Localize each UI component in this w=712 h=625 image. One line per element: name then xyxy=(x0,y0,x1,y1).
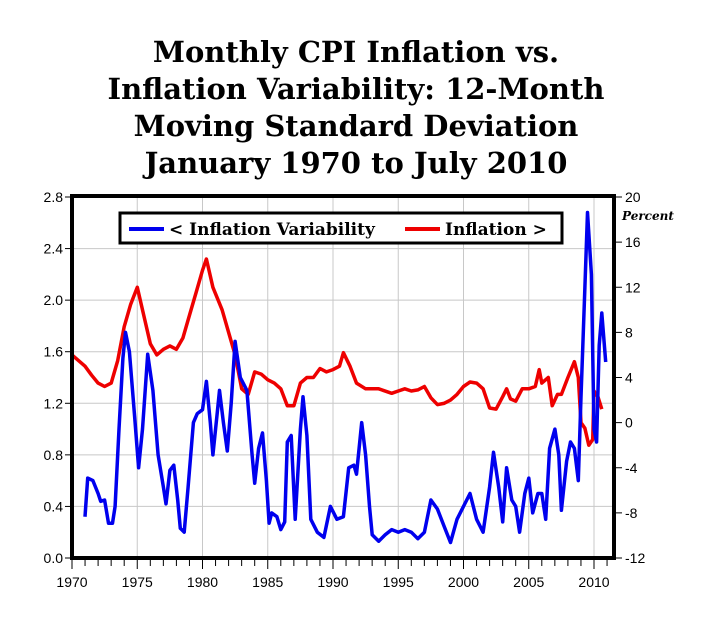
x-tick-label: 2005 xyxy=(513,574,544,590)
chart-title-line: Monthly CPI Inflation vs. xyxy=(152,35,560,69)
plot-frame xyxy=(70,194,616,560)
x-tick-label: 1980 xyxy=(187,574,218,590)
y-left-tick-label: 0.0 xyxy=(44,550,64,566)
legend-label-inflation: Inflation > xyxy=(445,220,547,240)
grid xyxy=(72,197,614,558)
x-tick-label: 1970 xyxy=(56,574,87,590)
legend-label-variability: < Inflation Variability xyxy=(169,220,376,240)
right-axis-label: Percent xyxy=(621,209,674,223)
series-line-inflation xyxy=(70,257,604,447)
y-right-tick-label: -12 xyxy=(625,550,645,566)
y-left-tick-label: 1.6 xyxy=(44,344,64,360)
y-right-tick-label: -8 xyxy=(625,505,638,521)
y-right-tick-label: 0 xyxy=(625,415,633,431)
chart-title: Monthly CPI Inflation vs. Inflation Vari… xyxy=(0,34,712,182)
y-right-tick-label: -4 xyxy=(625,460,638,476)
y-right-tick-label: 8 xyxy=(625,324,633,340)
legend-box xyxy=(118,211,564,245)
x-tick-label: 1990 xyxy=(317,574,348,590)
y-left-tick-label: 2.4 xyxy=(44,241,64,257)
x-tick-label: 2010 xyxy=(578,574,609,590)
series-line-inflation-variability xyxy=(83,210,608,545)
y-left-tick-label: 2.0 xyxy=(44,292,64,308)
y-left-tick-label: 2.8 xyxy=(44,189,64,205)
y-right-tick-label: 12 xyxy=(625,279,641,295)
y-left-tick-label: 0.8 xyxy=(44,447,64,463)
y-left-tick-label: 0.4 xyxy=(44,498,64,514)
y-right-tick-label: 4 xyxy=(625,370,633,386)
series-lines xyxy=(70,210,608,545)
axes: 1970 1975 1980 1985 1990 1995 2000 2005 2010 0.0 0… xyxy=(44,189,646,590)
y-right-tick-label: 20 xyxy=(625,189,641,205)
chart-title-line: Inflation Variability: 12-Month xyxy=(107,72,605,106)
x-tick-label: 1995 xyxy=(383,574,414,590)
chart-title-line: Moving Standard Deviation xyxy=(133,109,579,143)
x-tick-label: 2000 xyxy=(448,574,479,590)
y-left-tick-label: 1.2 xyxy=(44,395,64,411)
legend: < Inflation Variability Inflation > xyxy=(118,211,564,245)
x-tick-label: 1975 xyxy=(122,574,153,590)
x-tick-label: 1985 xyxy=(252,574,283,590)
chart-title-line: January 1970 to July 2010 xyxy=(144,146,568,180)
y-right-tick-label: 16 xyxy=(625,234,641,250)
